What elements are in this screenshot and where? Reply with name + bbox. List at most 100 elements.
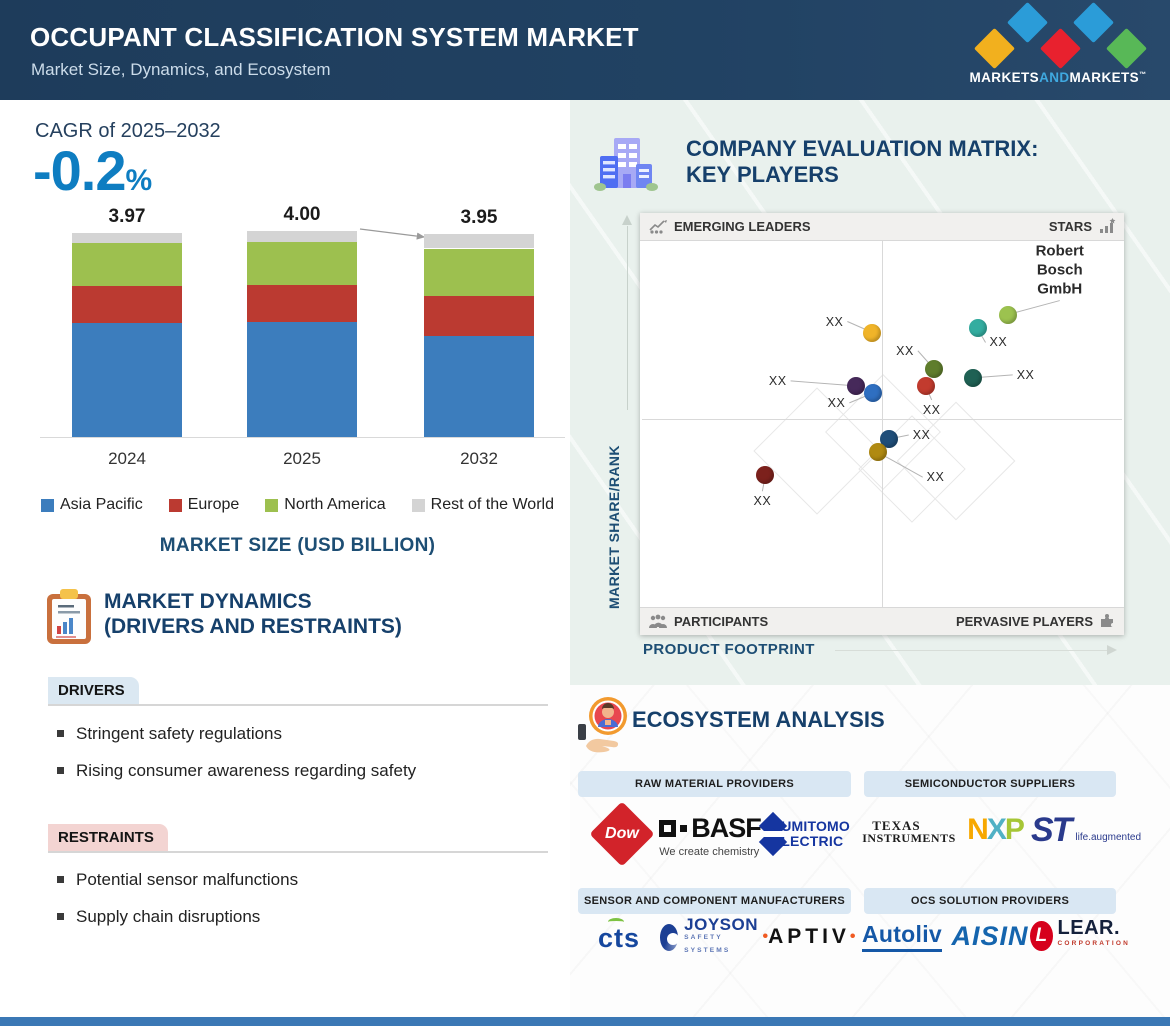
quadrant-label-participants: PARTICIPANTS [674, 614, 769, 629]
chart-axis-title: MARKET SIZE (USD BILLION) [159, 535, 436, 556]
masked-company-label: XX [753, 494, 772, 509]
driver-item: Rising consumer awareness regarding safe… [57, 761, 416, 781]
x-axis-arrow-line [835, 650, 1107, 651]
autoliv-logo: Autoliv [860, 918, 944, 954]
masked-company-label: XX [989, 335, 1008, 350]
restraints-underline [48, 851, 548, 853]
clipboard-icon [47, 589, 91, 644]
lear-logo: L LEAR. CORPORATION [1030, 916, 1130, 956]
company-dot [963, 368, 982, 387]
bar-segment-rest-of-the-world [247, 231, 357, 242]
market-size-bar-chart: 3.97 2024 4.00 2025 3.95 2032 [40, 204, 565, 470]
cts-logo: cts [586, 918, 652, 956]
masked-company-label: XX [926, 470, 945, 485]
group-ocs-solution-providers: OCS SOLUTION PROVIDERS [864, 888, 1116, 914]
company-dot [846, 376, 865, 395]
bar-total-label: 3.95 [460, 206, 498, 228]
x-axis-line [40, 437, 565, 438]
aisin-logo: AISIN [950, 918, 1030, 954]
legend-label: Europe [187, 496, 240, 513]
sumitomo-electric-logo: SUMITOMO ELECTRIC [758, 806, 850, 862]
aptiv-logo: •APTIV• [762, 922, 856, 952]
aisin-wordmark: AISIN [951, 920, 1029, 951]
joyson-wordmark: JOYSON [684, 914, 758, 934]
legend-swatch [41, 498, 54, 512]
masked-company-label: XX [912, 428, 931, 442]
emerging-leaders-icon [649, 219, 667, 234]
x-axis-arrowhead [1107, 645, 1117, 655]
participants-icon [649, 614, 667, 628]
restraint-item: Potential sensor malfunctions [57, 870, 298, 890]
basf-logo: BASF We create chemistry [659, 808, 762, 862]
trend-arrow [359, 228, 426, 240]
cts-wordmark: cts [597, 922, 641, 953]
company-dot [756, 466, 775, 485]
footer-accent-bar [0, 1017, 1170, 1026]
st-logo: ST life.augmented [1031, 804, 1141, 856]
legend-label: North America [284, 496, 386, 513]
matrix-top-bar: EMERGING LEADERS STARS [640, 213, 1124, 241]
masked-company-label: XX [825, 314, 844, 329]
logo-tm: ™ [1139, 71, 1147, 79]
legend-item: Rest of the World [411, 496, 554, 514]
masked-company-label: XX [827, 395, 846, 410]
st-glyph: ST [1030, 810, 1072, 849]
bar-category-label: 2025 [283, 449, 321, 468]
sumitomo-wordmark-line1: SUMITOMO [771, 818, 850, 834]
st-tagline: life.augmented [1075, 831, 1142, 843]
logo-diamond-yellow [973, 27, 1016, 70]
logo-word-and: AND [1039, 70, 1070, 85]
bar-segment-rest-of-the-world [424, 233, 534, 249]
quadrant-divider-horizontal [642, 419, 1122, 420]
legend-label: Rest of the World [430, 496, 554, 513]
dow-logo: Dow [588, 801, 656, 867]
restraints-tab: RESTRAINTS [48, 824, 168, 852]
basf-square-glyph [659, 819, 677, 837]
ecosystem-section-background [570, 685, 1170, 1017]
lear-subtext: CORPORATION [1057, 940, 1130, 947]
legend-item: Asia Pacific [41, 496, 143, 514]
quadrant-label-stars: STARS [1048, 219, 1092, 234]
company-label: Robert Bosch GmbH [1035, 242, 1084, 298]
group-semiconductor-suppliers: SEMICONDUCTOR SUPPLIERS [864, 771, 1116, 797]
basf-tagline: We create chemistry [659, 845, 760, 858]
company-dot [879, 430, 898, 448]
group-sensor-component-manufacturers: SENSOR AND COMPONENT MANUFACTURERS [578, 888, 851, 914]
puzzle-icon [1101, 614, 1113, 627]
company-dot [924, 359, 943, 378]
legend-label: Asia Pacific [60, 496, 143, 513]
nxp-logo: NXP [956, 806, 1034, 854]
logo-diamond-blue-1 [1006, 1, 1049, 44]
masked-company-label: XX [768, 373, 787, 388]
market-dynamics-title-line1: MARKET DYNAMICS [104, 590, 312, 613]
nxp-letter-p: P [1004, 813, 1025, 846]
logo-word-markets2: MARKETS [1069, 70, 1140, 85]
legend-swatch [411, 498, 425, 512]
logo-diamond-red [1039, 27, 1082, 70]
marketsandmarkets-logo: MARKETSANDMARKETS™ [958, 1, 1158, 92]
ecosystem-title: ECOSYSTEM ANALYSIS [632, 707, 885, 732]
cagr-label: CAGR of 2025–2032 [35, 120, 221, 142]
driver-item: Stringent safety regulations [57, 724, 282, 744]
bar-segment-europe [72, 285, 182, 323]
company-dot [868, 443, 887, 462]
ti-wordmark-line1: TEXAS [872, 818, 921, 833]
company-dot [864, 383, 883, 402]
header-bar: OCCUPANT CLASSIFICATION SYSTEM MARKET Ma… [0, 0, 1170, 100]
group-raw-material-providers: RAW MATERIAL PROVIDERS [578, 771, 851, 797]
joyson-subtext: SAFETY SYSTEMS [684, 933, 731, 954]
company-dot [998, 305, 1017, 324]
matrix-plot-area: XX Robert Bosch GmbH XX XX XX XX XX XX XX XX XX [642, 241, 1122, 607]
chart-legend: Asia Pacific Europe North America Rest of t… [30, 496, 565, 514]
cagr-value: -0.2% [33, 138, 153, 203]
matrix-title-line1: COMPANY EVALUATION MATRIX: [686, 136, 1039, 161]
drivers-underline [48, 704, 548, 706]
nxp-letter-x: X [986, 813, 1007, 846]
legend-swatch [168, 498, 182, 512]
ecosystem-icon [578, 697, 627, 753]
matrix-title-line2: KEY PLAYERS [686, 162, 839, 187]
y-axis-arrow-line [627, 226, 628, 410]
cagr-number: -0.2 [33, 139, 126, 202]
cagr-percent-sign: % [125, 164, 153, 197]
